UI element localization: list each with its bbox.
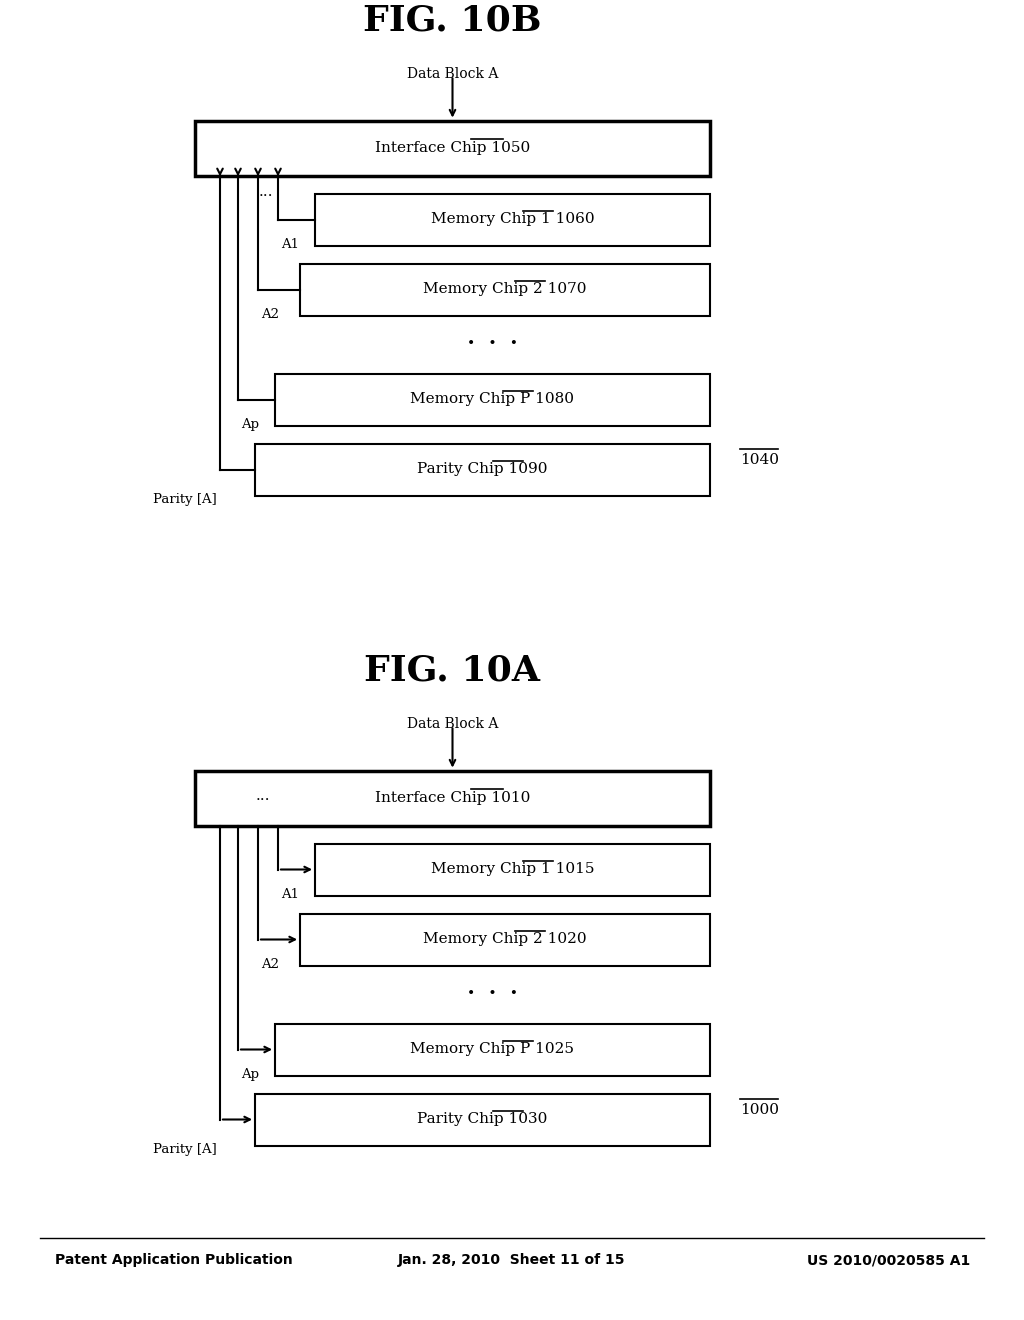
Bar <box>255 444 710 495</box>
Bar <box>275 1023 710 1076</box>
Text: Memory Chip 2 1020: Memory Chip 2 1020 <box>423 932 587 946</box>
Text: 1040: 1040 <box>740 454 779 467</box>
Bar <box>315 194 710 246</box>
Text: Parity Chip 1090: Parity Chip 1090 <box>417 462 548 477</box>
Bar <box>255 1093 710 1146</box>
Text: A1: A1 <box>281 238 299 251</box>
Text: Memory Chip 1 1015: Memory Chip 1 1015 <box>431 862 594 876</box>
Bar <box>275 374 710 425</box>
Text: •   •   •: • • • <box>467 987 518 1002</box>
Text: Memory Chip P 1080: Memory Chip P 1080 <box>411 392 574 407</box>
Text: FIG. 10B: FIG. 10B <box>364 4 542 37</box>
Text: A1: A1 <box>281 887 299 900</box>
Text: Ap: Ap <box>241 1068 259 1081</box>
Text: Interface Chip 1010: Interface Chip 1010 <box>375 791 530 805</box>
Text: Ap: Ap <box>241 417 259 430</box>
Text: A2: A2 <box>261 308 279 321</box>
Text: ···: ··· <box>256 793 270 808</box>
Text: 1000: 1000 <box>740 1104 779 1118</box>
Bar <box>300 264 710 315</box>
Bar <box>300 913 710 965</box>
Bar <box>195 771 710 825</box>
Text: •   •   •: • • • <box>467 338 518 351</box>
Text: Parity Chip 1030: Parity Chip 1030 <box>418 1113 548 1126</box>
Text: Parity [A]: Parity [A] <box>154 492 217 506</box>
Text: FIG. 10A: FIG. 10A <box>365 653 541 688</box>
Text: Memory Chip P 1025: Memory Chip P 1025 <box>411 1043 574 1056</box>
Text: Data Block A: Data Block A <box>407 718 499 731</box>
Text: US 2010/0020585 A1: US 2010/0020585 A1 <box>807 1253 970 1267</box>
Text: A2: A2 <box>261 958 279 970</box>
Text: Parity [A]: Parity [A] <box>154 1143 217 1156</box>
Text: Patent Application Publication: Patent Application Publication <box>55 1253 293 1267</box>
Text: Interface Chip 1050: Interface Chip 1050 <box>375 141 530 154</box>
Text: Memory Chip 2 1070: Memory Chip 2 1070 <box>423 282 587 297</box>
Text: Data Block A: Data Block A <box>407 67 499 82</box>
Text: Memory Chip 1 1060: Memory Chip 1 1060 <box>431 213 594 227</box>
Text: ···: ··· <box>259 189 273 202</box>
Bar <box>195 120 710 176</box>
Bar <box>315 843 710 895</box>
Text: Jan. 28, 2010  Sheet 11 of 15: Jan. 28, 2010 Sheet 11 of 15 <box>398 1253 626 1267</box>
